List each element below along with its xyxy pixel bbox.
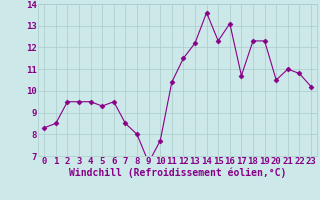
X-axis label: Windchill (Refroidissement éolien,°C): Windchill (Refroidissement éolien,°C)	[69, 168, 286, 178]
